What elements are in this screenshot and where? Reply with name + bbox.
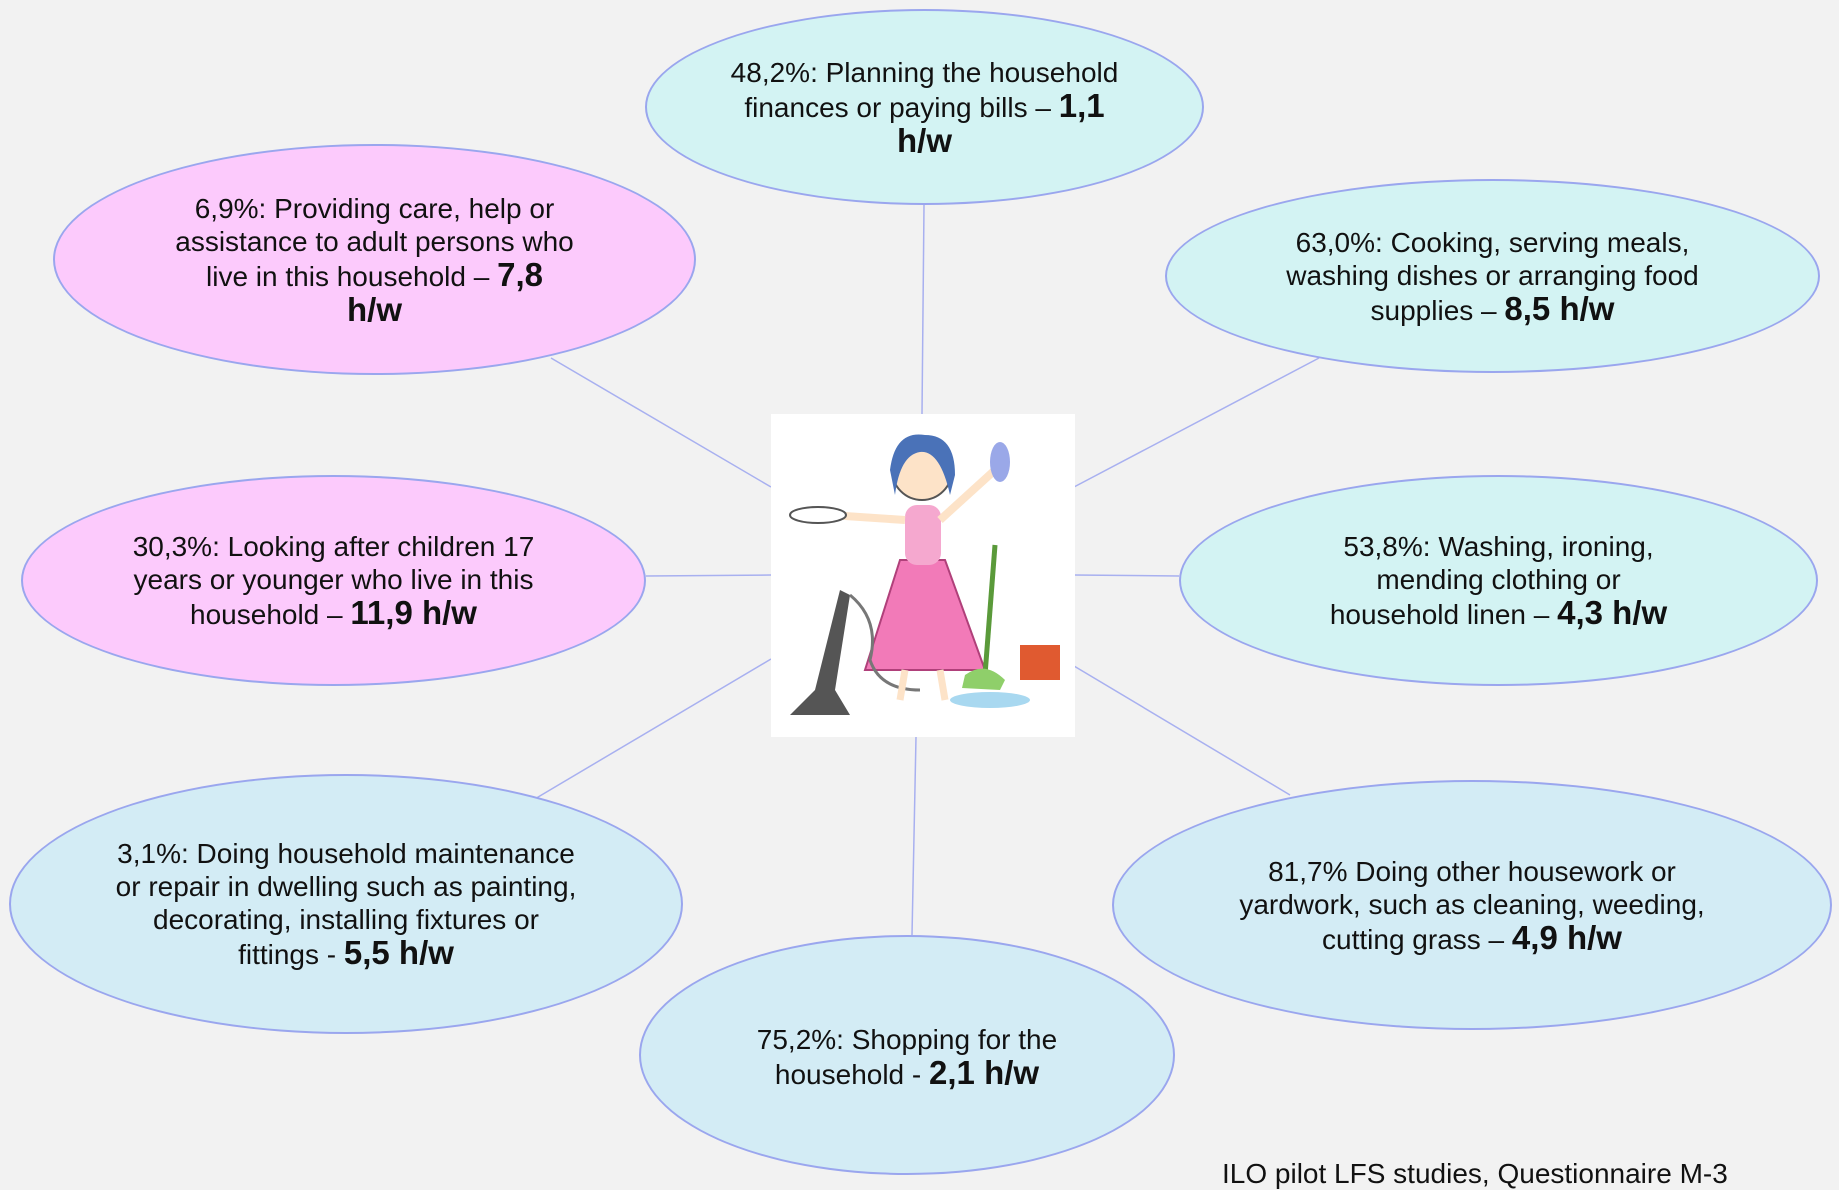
- activity-bubble: 75,2%: Shopping for the household - 2,1 …: [639, 935, 1175, 1175]
- water: [950, 692, 1030, 708]
- page: 48,2%: Planning the household finances o…: [0, 0, 1839, 1176]
- center-illustration: [771, 414, 1075, 737]
- bubble-text: 3,1%: Doing household maintenance or rep…: [111, 837, 581, 971]
- hours: 11,9 h/w: [350, 594, 477, 631]
- activity-text: 81,7% Doing other housework or yardwork,…: [1239, 856, 1704, 955]
- activity-bubble: 48,2%: Planning the household finances o…: [645, 9, 1204, 205]
- bubble-text: 63,0%: Cooking, serving meals, washing d…: [1272, 226, 1713, 327]
- bubble-text: 75,2%: Shopping for the household - 2,1 …: [731, 1023, 1083, 1091]
- bubble-text: 81,7% Doing other housework or yardwork,…: [1234, 855, 1710, 956]
- activity-bubble: 3,1%: Doing household maintenance or rep…: [9, 774, 683, 1034]
- torso: [905, 505, 941, 565]
- connector: [551, 358, 771, 487]
- activity-bubble: 30,3%: Looking after children 17 years o…: [21, 475, 646, 686]
- connector: [1074, 575, 1179, 576]
- activity-bubble: 63,0%: Cooking, serving meals, washing d…: [1165, 179, 1820, 373]
- activity-bubble: 81,7% Doing other housework or yardwork,…: [1112, 780, 1832, 1030]
- hours: 8,5 h/w: [1504, 290, 1614, 327]
- leg: [900, 670, 905, 700]
- hours: 4,3 h/w: [1557, 594, 1667, 631]
- hours: 2,1 h/w: [929, 1054, 1039, 1091]
- connector: [912, 737, 916, 935]
- sponge: [990, 442, 1010, 482]
- activity-bubble: 6,9%: Providing care, help or assistance…: [53, 144, 696, 375]
- bubble-text: 6,9%: Providing care, help or assistance…: [175, 192, 574, 328]
- bubble-text: 53,8%: Washing, ironing, mending clothin…: [1311, 530, 1686, 631]
- hours: 4,9 h/w: [1512, 919, 1622, 956]
- plate: [790, 507, 846, 523]
- hours: 5,5 h/w: [344, 934, 454, 971]
- connector: [528, 659, 771, 803]
- leg: [940, 670, 945, 700]
- bucket: [1020, 645, 1060, 680]
- connector: [646, 575, 771, 576]
- activity-text: 63,0%: Cooking, serving meals, washing d…: [1286, 227, 1698, 326]
- bubble-text: 48,2%: Planning the household finances o…: [727, 56, 1122, 159]
- activity-bubble: 53,8%: Washing, ironing, mending clothin…: [1179, 475, 1818, 686]
- connector: [1074, 666, 1290, 795]
- bubble-text: 30,3%: Looking after children 17 years o…: [118, 530, 549, 631]
- source-note: ILO pilot LFS studies, Questionnaire M-3: [1222, 1158, 1728, 1190]
- connector: [1074, 358, 1319, 487]
- connector: [922, 205, 924, 414]
